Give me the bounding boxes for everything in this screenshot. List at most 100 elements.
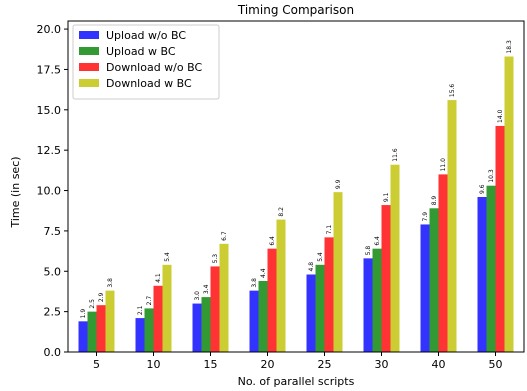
bar (429, 208, 439, 352)
y-tick-label: 0.0 (44, 346, 62, 359)
x-tick-label: 10 (147, 358, 161, 371)
legend-frame (72, 24, 220, 100)
bar (420, 224, 430, 352)
x-tick-label: 30 (375, 358, 389, 371)
y-axis-label: Time (in sec) (9, 156, 22, 228)
data-label: 9.1 (383, 192, 390, 202)
x-axis: 5 10 15 20 25 30 40 50 (93, 352, 503, 371)
data-label: 4.8 (308, 262, 315, 272)
data-label: 11.0 (440, 158, 447, 172)
bar (276, 219, 286, 352)
data-label: 8.2 (278, 207, 285, 217)
x-axis-label: No. of parallel scripts (238, 375, 355, 388)
data-label: 3.0 (194, 291, 201, 301)
data-label: 3.4 (203, 284, 210, 294)
legend: Upload w/o BC Upload w BC Download w/o BC D… (72, 24, 220, 100)
bar (144, 308, 154, 352)
x-tick-label: 25 (318, 358, 332, 371)
bar (267, 248, 277, 352)
legend-swatch (79, 31, 99, 39)
data-label: 5.3 (212, 254, 219, 264)
bar (363, 258, 373, 352)
bar (192, 303, 202, 352)
y-tick-label: 15.0 (37, 104, 62, 117)
data-label: 4.4 (260, 268, 267, 278)
data-label: 6.4 (374, 236, 381, 246)
bar (258, 280, 268, 352)
y-tick-label: 17.5 (37, 63, 62, 76)
data-labels-group: 1.9 2.1 3.0 3.8 4.8 5.8 7.9 9.6 2.5 2.7 3.4 4.4 5.4 6… (80, 40, 513, 318)
plot-frame (67, 20, 525, 353)
legend-entry: Upload w BC (106, 45, 176, 58)
x-tick-label: 15 (204, 358, 218, 371)
bar (504, 56, 514, 353)
y-tick-label: 20.0 (37, 23, 62, 36)
bar (381, 205, 391, 352)
x-tick-label: 40 (432, 358, 446, 371)
data-label: 7.9 (422, 212, 429, 222)
legend-entry: Upload w/o BC (106, 29, 186, 42)
bar (495, 125, 505, 352)
bar (153, 285, 163, 352)
x-tick-label: 50 (489, 358, 503, 371)
bar (135, 318, 145, 352)
bar (486, 185, 496, 352)
legend-swatch (79, 63, 99, 71)
chart-title: Timing Comparison (237, 3, 354, 17)
x-tick-label: 20 (261, 358, 275, 371)
data-label: 2.5 (89, 299, 96, 309)
data-label: 3.8 (107, 278, 114, 288)
bar (438, 174, 448, 352)
data-label: 14.0 (497, 109, 504, 123)
data-label: 4.1 (155, 273, 162, 283)
data-label: 2.7 (146, 296, 153, 306)
bar (324, 237, 334, 352)
data-label: 15.6 (449, 84, 456, 98)
data-label: 10.3 (488, 169, 495, 183)
bars-group (78, 56, 514, 353)
bar (162, 264, 172, 352)
bar (87, 311, 97, 352)
bar (249, 290, 259, 352)
legend-entry: Download w BC (106, 77, 192, 90)
bar (315, 264, 325, 352)
data-label: 18.3 (506, 40, 513, 54)
data-label: 1.9 (80, 309, 87, 319)
data-label: 5.4 (164, 252, 171, 262)
x-tick-label: 5 (93, 358, 100, 371)
bar (390, 164, 400, 352)
bar (105, 290, 115, 352)
data-label: 2.9 (98, 292, 105, 302)
data-label: 9.9 (335, 179, 342, 189)
data-label: 5.8 (365, 246, 372, 256)
bar (210, 266, 220, 352)
bar (219, 243, 229, 352)
y-tick-label: 7.5 (44, 225, 62, 238)
legend-entry: Download w/o BC (106, 61, 202, 74)
bar (306, 274, 316, 352)
data-label: 8.9 (431, 196, 438, 206)
bar (78, 321, 88, 352)
legend-swatch (79, 47, 99, 55)
data-label: 9.6 (479, 184, 486, 194)
bar (447, 100, 457, 353)
y-axis: 0.0 2.5 5.0 7.5 10.0 12.5 15.0 17.5 20.0 (37, 23, 68, 359)
y-tick-label: 5.0 (44, 265, 62, 278)
data-label: 11.6 (392, 148, 399, 162)
data-label: 2.1 (137, 305, 144, 315)
bar (477, 196, 487, 352)
bar (333, 192, 343, 352)
bar (96, 305, 106, 352)
legend-swatch (79, 79, 99, 87)
y-tick-label: 2.5 (44, 306, 62, 319)
data-label: 6.7 (221, 231, 228, 241)
y-tick-label: 12.5 (37, 144, 62, 157)
bar (201, 297, 211, 352)
data-label: 3.8 (251, 278, 258, 288)
y-tick-label: 10.0 (37, 185, 62, 198)
bar (372, 248, 382, 352)
data-label: 5.4 (317, 252, 324, 262)
data-label: 7.1 (326, 225, 333, 235)
data-label: 6.4 (269, 236, 276, 246)
